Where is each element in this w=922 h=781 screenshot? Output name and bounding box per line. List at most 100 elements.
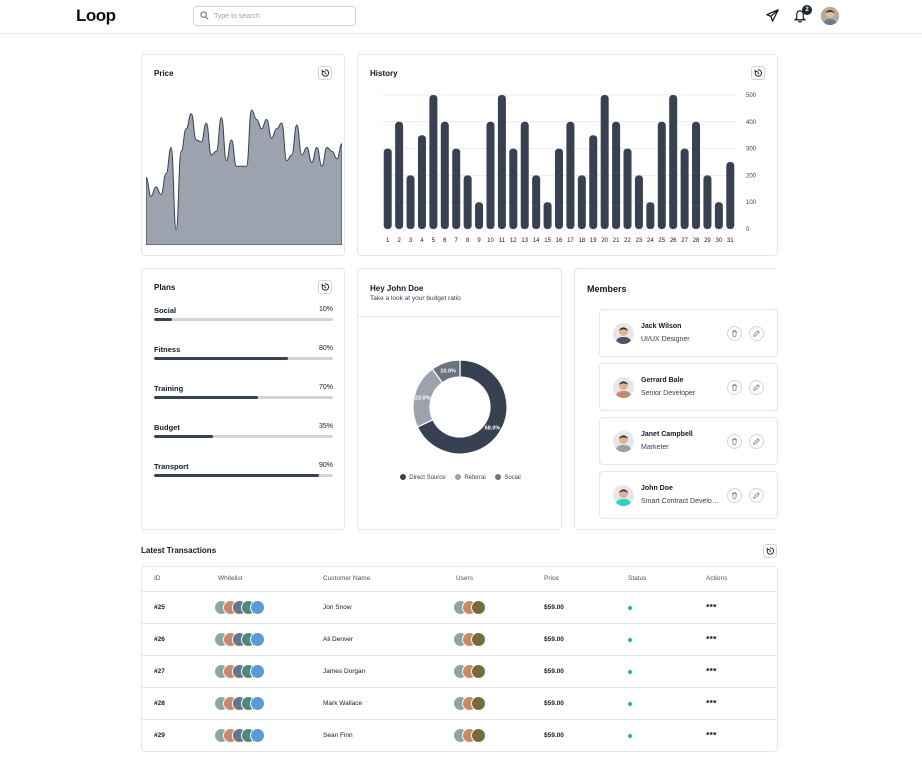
col-header-id: ID: [154, 575, 161, 582]
user-avatar-small: [471, 632, 486, 647]
table-row[interactable]: #28 Mark Wallace $59.00 •••: [142, 687, 777, 719]
user-avatar[interactable]: [821, 7, 839, 25]
edit-member-button[interactable]: [749, 380, 764, 395]
send-icon[interactable]: [766, 8, 782, 24]
trash-icon: [732, 330, 737, 337]
legend-item: Social: [495, 474, 521, 481]
plan-progress-fill: [154, 435, 214, 438]
delete-member-button[interactable]: [727, 488, 742, 503]
tx-customer: Mark Wallace: [323, 700, 363, 707]
donut-slice: [431, 359, 461, 384]
row-actions-button[interactable]: •••: [706, 697, 717, 708]
row-actions-button[interactable]: •••: [706, 601, 717, 612]
table-row[interactable]: #27 James Dorgan $59.00 •••: [142, 655, 777, 687]
notification-badge: 2: [802, 5, 812, 15]
x-tick-label: 2: [397, 238, 401, 244]
bell-icon[interactable]: 2: [793, 5, 812, 24]
history-bar: [726, 162, 735, 229]
x-tick-label: 6: [443, 238, 447, 244]
whitelist-avatars: [214, 632, 265, 647]
history-bar: [509, 148, 518, 229]
member-name: Gerrard Bale: [641, 377, 684, 384]
history-title: History: [370, 69, 398, 78]
refresh-icon: [754, 69, 762, 77]
row-actions-button[interactable]: •••: [706, 665, 717, 676]
donut-data-label: 68.0%: [485, 426, 501, 432]
tx-price: $59.00: [544, 732, 564, 739]
col-header-actions: Actions: [706, 575, 728, 582]
member-card[interactable]: John Doe Smart Contract Developer: [599, 471, 778, 519]
history-bar: [566, 121, 575, 229]
tx-customer: Ali Denver: [323, 636, 353, 643]
edit-member-button[interactable]: [749, 434, 764, 449]
plan-row: Fitness 80%: [154, 345, 333, 369]
y-tick-label: 200: [746, 173, 757, 179]
member-role: Senior Developer: [641, 390, 696, 397]
refresh-icon: [321, 69, 329, 77]
member-avatar: [613, 377, 634, 398]
col-header-status: Status: [628, 575, 647, 582]
x-tick-label: 18: [578, 238, 585, 244]
legend-dot: [495, 474, 502, 480]
edit-member-button[interactable]: [749, 326, 764, 341]
history-refresh-button[interactable]: [751, 66, 765, 80]
delete-member-button[interactable]: [727, 434, 742, 449]
history-bar: [555, 148, 563, 229]
x-tick-label: 4: [420, 238, 424, 244]
x-tick-label: 5: [432, 238, 436, 244]
history-bar: [680, 148, 689, 229]
y-tick-label: 500: [746, 93, 757, 99]
history-bar: [612, 121, 621, 229]
price-title: Price: [154, 69, 174, 78]
whitelist-avatar: [250, 696, 265, 711]
plans-card: Plans Social 10% Fitness 80% Training 70% Budg…: [141, 268, 345, 530]
plan-progress-fill: [154, 396, 258, 399]
delete-member-button[interactable]: [727, 380, 742, 395]
plan-progress-bar: [154, 318, 333, 321]
member-card[interactable]: Gerrard Bale Senior Developer: [599, 363, 778, 411]
y-tick-label: 100: [746, 200, 757, 206]
member-card[interactable]: Jack Wilson UI/UX Designer: [599, 309, 778, 357]
table-row[interactable]: #29 Sean Finn $59.00 •••: [142, 719, 777, 751]
x-tick-label: 29: [704, 238, 711, 244]
member-avatar: [613, 431, 634, 452]
plans-refresh-button[interactable]: [318, 280, 332, 294]
history-bar: [543, 202, 552, 229]
status-indicator: [628, 670, 632, 674]
table-row[interactable]: #25 Jon Snow $59.00 •••: [142, 591, 777, 623]
divider: [358, 316, 561, 317]
delete-member-button[interactable]: [727, 326, 742, 341]
member-role: Marketer: [641, 444, 669, 451]
row-actions-button[interactable]: •••: [706, 633, 717, 644]
history-bar: [623, 148, 632, 229]
logo[interactable]: Loop: [76, 6, 116, 25]
top-header: Loop 2: [0, 0, 922, 34]
price-card: Price: [141, 54, 345, 256]
x-tick-label: 11: [499, 238, 506, 244]
price-refresh-button[interactable]: [318, 66, 332, 80]
transactions-refresh-button[interactable]: [763, 544, 777, 558]
edit-member-button[interactable]: [749, 488, 764, 503]
history-bar: [497, 95, 506, 229]
member-card[interactable]: Janet Campbell Marketer: [599, 417, 778, 465]
history-bar: [714, 202, 723, 229]
tx-id: #27: [154, 668, 165, 675]
users-avatars: [453, 664, 489, 679]
tx-id: #28: [154, 700, 165, 707]
search-box[interactable]: [193, 6, 356, 26]
plan-label: Training: [154, 384, 184, 393]
status-indicator: [628, 702, 632, 706]
tx-price: $59.00: [544, 668, 564, 675]
member-name: Jack Wilson: [641, 323, 682, 330]
whitelist-avatar: [250, 728, 265, 743]
x-tick-label: 14: [533, 238, 540, 244]
history-bar: [646, 202, 655, 229]
plan-progress-fill: [154, 318, 172, 321]
history-bar: [475, 202, 484, 229]
search-input[interactable]: [214, 9, 352, 24]
history-bar: [429, 95, 438, 229]
table-row[interactable]: #26 Ali Denver $59.00 •••: [142, 623, 777, 655]
row-actions-button[interactable]: •••: [706, 729, 717, 740]
pencil-icon: [753, 438, 760, 445]
history-bar: [486, 121, 495, 229]
